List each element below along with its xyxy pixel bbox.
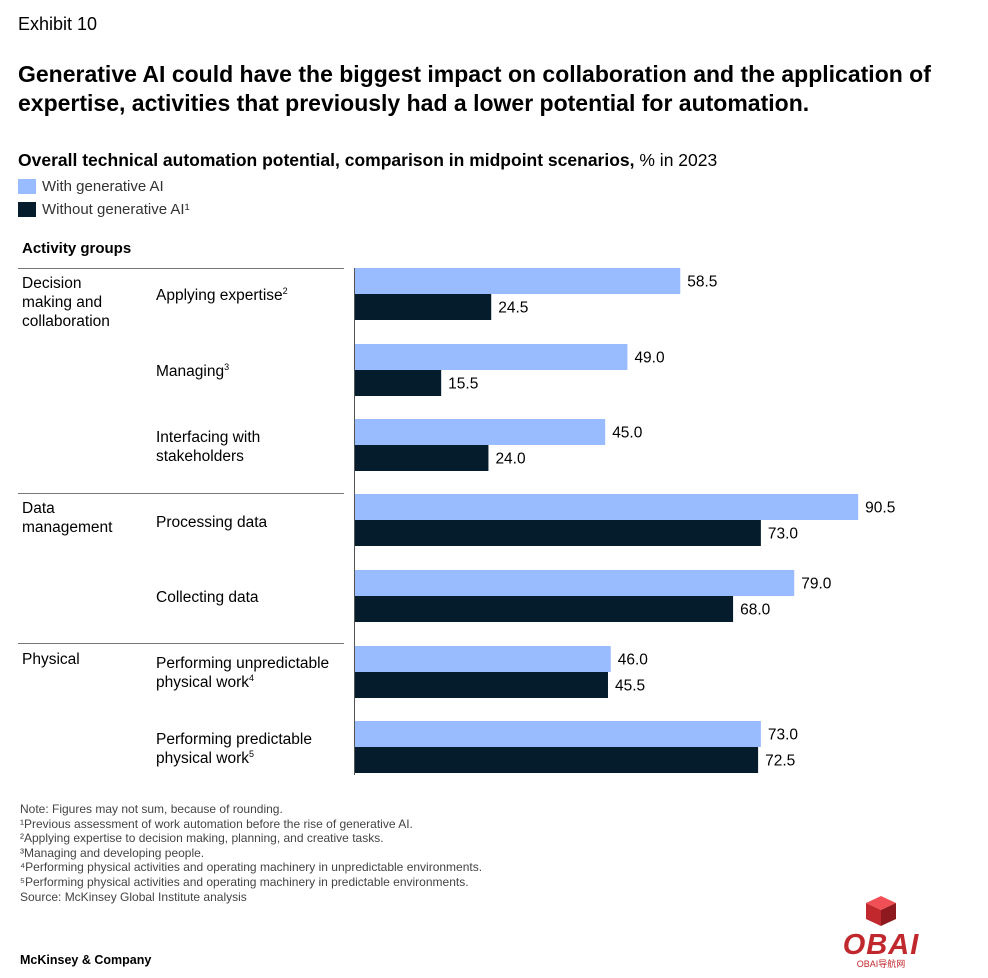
bar-without-ai xyxy=(355,445,489,471)
legend-swatch-with-ai xyxy=(18,179,36,194)
footnote-marker: 4 xyxy=(249,672,255,683)
footnote-line: ⁴Performing physical activities and oper… xyxy=(20,860,483,875)
footnote-line: Note: Figures may not sum, because of ro… xyxy=(20,802,283,816)
bar-value-label: 68.0 xyxy=(740,602,771,619)
subtitle-unit: % in 2023 xyxy=(634,150,718,170)
group-label-decision: Decision making and collaboration xyxy=(22,275,110,330)
item-label-processing-data: Processing data xyxy=(156,513,351,532)
cube-left xyxy=(866,903,881,926)
bar-value-label: 72.5 xyxy=(765,753,795,770)
bar-without-ai xyxy=(355,294,492,320)
footnote-line: ³Managing and developing people. xyxy=(20,845,205,860)
group-separator xyxy=(18,268,344,269)
bar-value-label: 15.5 xyxy=(448,376,478,393)
footnote-line: ⁵Performing physical activities and oper… xyxy=(20,874,469,889)
footnote-line: ²Applying expertise to decision making, … xyxy=(20,831,384,846)
item-label-text: Collecting data xyxy=(156,589,259,606)
footnote-marker: 3 xyxy=(224,361,230,372)
bar-with-ai xyxy=(355,494,859,520)
bar-value-label: 90.5 xyxy=(865,500,895,517)
item-label-text: Performing unpredictable physical work xyxy=(156,655,330,691)
bar-with-ai xyxy=(355,570,795,596)
group-label-data: Data management xyxy=(22,500,113,536)
brand-logo: McKinsey & Company xyxy=(20,953,152,967)
bar-without-ai xyxy=(355,520,761,546)
item-label-text: Applying expertise xyxy=(156,287,283,304)
exhibit-number: Exhibit 10 xyxy=(18,14,98,34)
bar-value-label: 73.0 xyxy=(768,526,799,543)
column-header: Activity groups xyxy=(22,240,132,257)
bar-value-label: 79.0 xyxy=(801,576,832,593)
item-label-applying-expertise: Applying expertise2 xyxy=(156,286,351,305)
footnote-marker: 2 xyxy=(282,285,288,296)
subtitle-bold: Overall technical automation potential, … xyxy=(18,150,635,170)
bar-value-label: 58.5 xyxy=(687,274,717,291)
bar-with-ai xyxy=(355,721,761,747)
item-label-text: Performing predictable physical work xyxy=(156,731,312,767)
watermark-text: OBAI xyxy=(843,929,920,961)
group-separator xyxy=(18,493,344,494)
bar-value-label: 73.0 xyxy=(768,727,799,744)
legend-item-without-ai: Without generative AI¹ xyxy=(18,201,190,218)
item-label-text: Managing xyxy=(156,363,225,380)
bar-with-ai xyxy=(355,419,606,445)
headline: Generative AI could have the biggest imp… xyxy=(18,61,931,116)
watermark-logo: OBAI OBAI导航网 xyxy=(843,896,920,969)
item-label-text: Interfacing with stakeholders xyxy=(156,429,261,465)
legend-item-with-ai: With generative AI xyxy=(18,178,164,195)
legend-label-with-ai: With generative AI xyxy=(42,178,164,195)
item-label-predictable-physical: Performing predictable physical work5 xyxy=(156,730,331,768)
item-label-text: Processing data xyxy=(156,514,268,531)
item-label-collecting-data: Collecting data xyxy=(156,588,351,607)
footnotes: Note: Figures may not sum, because of ro… xyxy=(20,802,482,904)
bar-value-label: 24.5 xyxy=(498,300,528,317)
bars-layer: 58.5 24.5 49.0 15.5 45.0 24.0 90.5 73.0 79.0 68.0… xyxy=(355,268,895,773)
bar-value-label: 45.0 xyxy=(612,425,643,442)
bar-with-ai xyxy=(355,344,628,370)
legend-swatch-without-ai xyxy=(18,202,36,217)
bar-value-label: 24.0 xyxy=(495,451,526,468)
bar-value-label: 49.0 xyxy=(634,350,665,367)
footnote-line: ¹Previous assessment of work automation … xyxy=(20,816,413,831)
bar-without-ai xyxy=(355,672,608,698)
chart-subtitle: Overall technical automation potential, … xyxy=(18,150,717,171)
item-label-managing: Managing3 xyxy=(156,362,351,381)
group-separator xyxy=(18,643,344,644)
group-label-physical: Physical xyxy=(22,651,80,668)
bar-without-ai xyxy=(355,370,442,396)
watermark-subtext: OBAI导航网 xyxy=(857,958,906,969)
bar-chart: 58.5 24.5 49.0 15.5 45.0 24.0 90.5 73.0 79.0 68.0… xyxy=(354,268,895,775)
footnote-line: Source: McKinsey Global Institute analys… xyxy=(20,889,247,904)
footnote-marker: 5 xyxy=(249,748,255,759)
cube-right xyxy=(881,903,896,926)
bar-without-ai xyxy=(355,747,759,773)
legend-label-without-ai: Without generative AI¹ xyxy=(42,201,190,218)
item-label-unpredictable-physical: Performing unpredictable physical work4 xyxy=(156,654,351,692)
bar-value-label: 46.0 xyxy=(618,652,649,669)
bar-without-ai xyxy=(355,596,734,622)
bar-with-ai xyxy=(355,268,681,294)
bar-value-label: 45.5 xyxy=(615,678,645,695)
bar-with-ai xyxy=(355,646,611,672)
item-label-interfacing: Interfacing with stakeholders xyxy=(156,428,286,466)
